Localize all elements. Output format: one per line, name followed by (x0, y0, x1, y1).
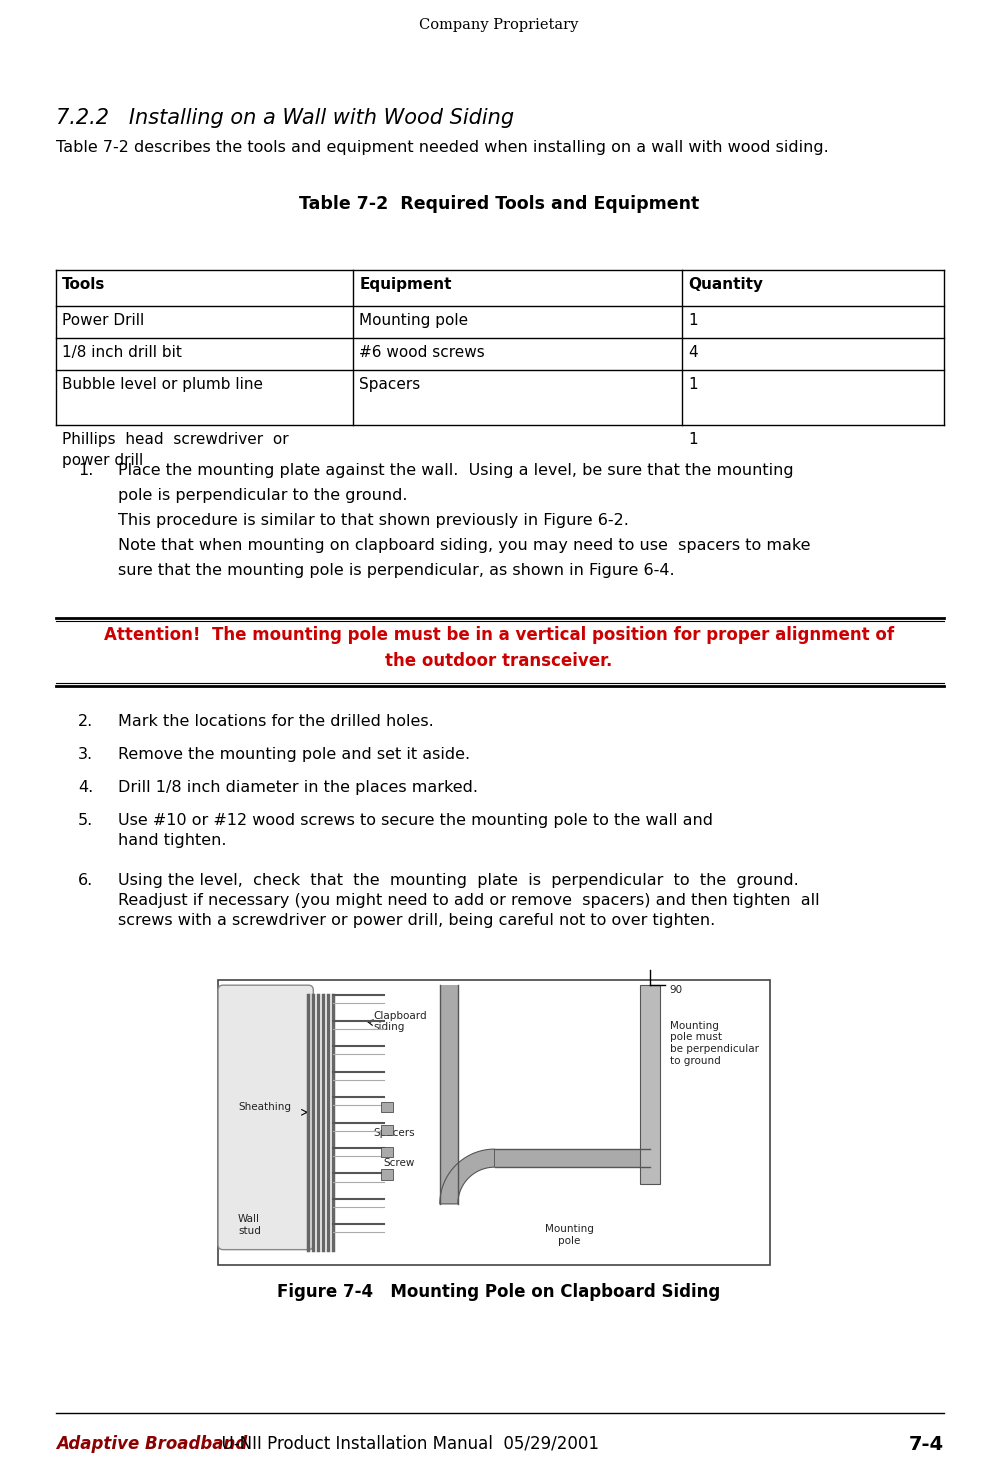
Bar (380, 1169, 392, 1179)
Text: pole is perpendicular to the ground.: pole is perpendicular to the ground. (118, 488, 407, 502)
Text: Using the level,  check  that  the  mounting  plate  is  perpendicular  to  the : Using the level, check that the mounting… (118, 873, 819, 927)
Text: 1: 1 (688, 377, 698, 393)
Text: 7-4: 7-4 (909, 1436, 944, 1453)
Text: Phillips  head  screwdriver  or
power drill: Phillips head screwdriver or power drill (62, 432, 288, 467)
Text: sure that the mounting pole is perpendicular, as shown in Figure 6-4.: sure that the mounting pole is perpendic… (118, 563, 675, 579)
Text: Mounting pole: Mounting pole (359, 314, 469, 328)
Text: Bubble level or plumb line: Bubble level or plumb line (62, 377, 263, 393)
Text: Quantity: Quantity (688, 277, 763, 292)
Polygon shape (440, 1149, 495, 1204)
FancyBboxPatch shape (218, 984, 313, 1250)
Text: 7.2.2   Installing on a Wall with Wood Siding: 7.2.2 Installing on a Wall with Wood Sid… (56, 108, 514, 127)
Text: Spacers: Spacers (359, 377, 421, 393)
Bar (218, 980, 770, 1264)
Text: Use #10 or #12 wood screws to secure the mounting pole to the wall and
hand tigh: Use #10 or #12 wood screws to secure the… (118, 813, 713, 848)
Text: 1: 1 (688, 314, 698, 328)
Text: 1/8 inch drill bit: 1/8 inch drill bit (62, 344, 182, 360)
Text: 1.: 1. (78, 463, 94, 478)
Bar (380, 1147, 392, 1157)
Text: 4: 4 (688, 344, 698, 360)
Text: Company Proprietary: Company Proprietary (419, 18, 579, 32)
Text: Wall
stud: Wall stud (239, 1214, 260, 1235)
Text: Power Drill: Power Drill (62, 314, 145, 328)
Text: 3.: 3. (78, 747, 93, 762)
Text: Mounting
pole must
be perpendicular
to ground: Mounting pole must be perpendicular to g… (670, 1021, 758, 1065)
Text: Mark the locations for the drilled holes.: Mark the locations for the drilled holes… (118, 713, 434, 730)
Text: Drill 1/8 inch diameter in the places marked.: Drill 1/8 inch diameter in the places ma… (118, 779, 478, 795)
Text: Figure 7-4   Mounting Pole on Clapboard Siding: Figure 7-4 Mounting Pole on Clapboard Si… (277, 1283, 721, 1301)
Text: Attention!  The mounting pole must be in a vertical position for proper alignmen: Attention! The mounting pole must be in … (104, 626, 894, 645)
Text: Sheathing: Sheathing (239, 1102, 291, 1112)
Text: Note that when mounting on clapboard siding, you may need to use  spacers to mak: Note that when mounting on clapboard sid… (118, 538, 810, 552)
Text: Clapboard
siding: Clapboard siding (373, 1011, 427, 1033)
Text: Table 7-2 describes the tools and equipment needed when installing on a wall wit: Table 7-2 describes the tools and equipm… (56, 141, 828, 155)
Text: Table 7-2  Required Tools and Equipment: Table 7-2 Required Tools and Equipment (298, 195, 700, 212)
Text: 6.: 6. (78, 873, 93, 888)
Text: Tools: Tools (62, 277, 106, 292)
Bar (640, 984, 660, 1184)
Text: #6 wood screws: #6 wood screws (359, 344, 485, 360)
Text: 2.: 2. (78, 713, 93, 730)
Text: 4.: 4. (78, 779, 93, 795)
Text: U-NII Product Installation Manual  05/29/2001: U-NII Product Installation Manual 05/29/… (211, 1436, 599, 1453)
Text: Remove the mounting pole and set it aside.: Remove the mounting pole and set it asid… (118, 747, 470, 762)
Text: Screw: Screw (383, 1159, 415, 1168)
Text: Place the mounting plate against the wall.  Using a level, be sure that the moun: Place the mounting plate against the wal… (118, 463, 793, 478)
Text: 5.: 5. (78, 813, 93, 828)
Text: Spacers: Spacers (373, 1128, 415, 1138)
Text: This procedure is similar to that shown previously in Figure 6-2.: This procedure is similar to that shown … (118, 513, 629, 527)
Bar (440, 984, 458, 1204)
Text: Equipment: Equipment (359, 277, 452, 292)
Bar (495, 1149, 650, 1168)
Text: 90: 90 (670, 984, 683, 995)
Text: 1: 1 (688, 432, 698, 447)
Bar (380, 1125, 392, 1135)
Text: Adaptive Broadband: Adaptive Broadband (56, 1436, 248, 1453)
Text: the outdoor transceiver.: the outdoor transceiver. (385, 652, 613, 670)
Text: Mounting
pole: Mounting pole (545, 1225, 594, 1245)
Bar (380, 1102, 392, 1112)
